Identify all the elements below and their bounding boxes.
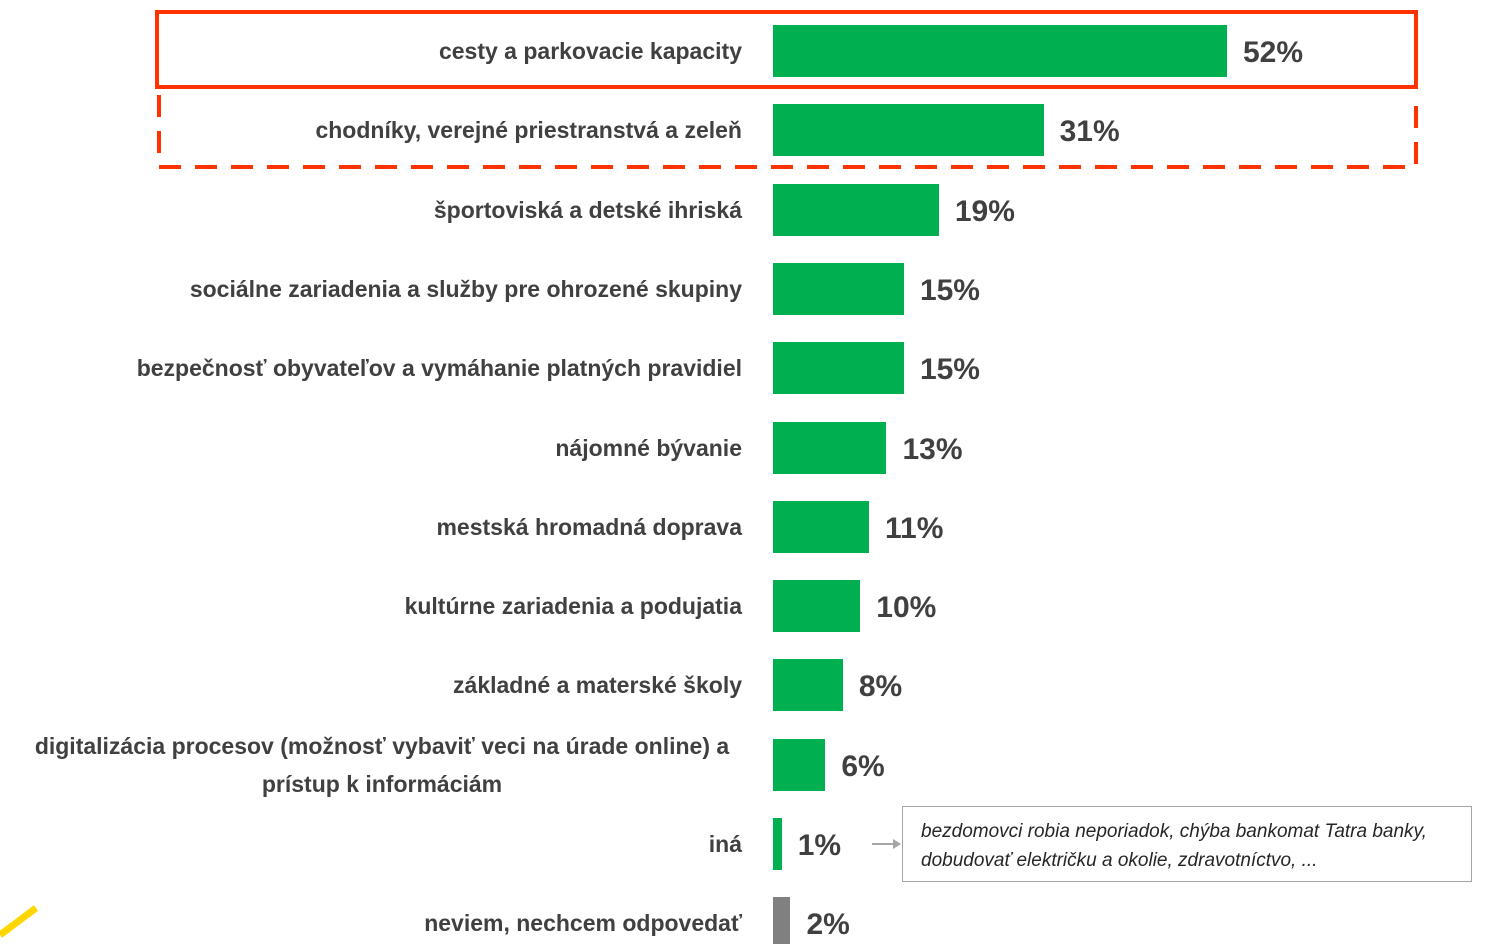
- bar: [773, 580, 861, 633]
- bar: [773, 104, 1044, 157]
- highlight-box: [155, 10, 1418, 89]
- value-label: 2%: [806, 908, 850, 942]
- arrow-head: [893, 839, 901, 849]
- category-label: základné a materské školy: [453, 672, 742, 699]
- value-label: 15%: [919, 273, 980, 307]
- bar: [773, 897, 791, 944]
- bar: [773, 818, 782, 870]
- bar: [773, 25, 1227, 77]
- logo-fragment: [0, 905, 39, 938]
- value-label: 11%: [885, 511, 944, 545]
- bar: [773, 659, 843, 712]
- annotation: bezdomovci robia neporiadok, chýba banko…: [902, 806, 1472, 882]
- category-label: bezpečnosť obyvateľov a vymáhanie platný…: [136, 355, 742, 382]
- value-label: 19%: [954, 194, 1015, 228]
- category-label: neviem, nechcem odpovedať: [424, 910, 742, 937]
- value-label: 6%: [841, 749, 885, 783]
- bar: [773, 342, 904, 395]
- category-label: cesty a parkovacie kapacity: [438, 38, 742, 64]
- value-label: 8%: [858, 670, 903, 704]
- category-label: športoviská a detské ihriská: [433, 196, 742, 223]
- category-label: sociálne zariadenia a služby pre ohrozen…: [189, 275, 742, 302]
- category-label: digitalizácia procesov (možnosť vybaviť …: [34, 732, 730, 797]
- category-label: chodníky, verejné priestranstvá a zeleň: [315, 117, 742, 144]
- bar: [773, 738, 826, 791]
- value-label: 52%: [1242, 36, 1303, 69]
- category-label: mestská hromadná doprava: [436, 513, 742, 540]
- category-label: iná: [708, 831, 742, 857]
- value-label: 13%: [902, 432, 963, 466]
- bar: [773, 183, 939, 236]
- value-label: 1%: [797, 829, 842, 862]
- value-label: 15%: [919, 353, 980, 387]
- category-label: nájomné bývanie: [555, 434, 742, 461]
- highlight-dashed-box: [157, 95, 1418, 169]
- value-label: 31%: [1059, 115, 1120, 149]
- bar: [773, 262, 904, 315]
- bar: [773, 500, 870, 553]
- value-label: 10%: [876, 591, 937, 625]
- bar: [773, 421, 887, 474]
- category-label: kultúrne zariadenia a podujatia: [404, 593, 742, 620]
